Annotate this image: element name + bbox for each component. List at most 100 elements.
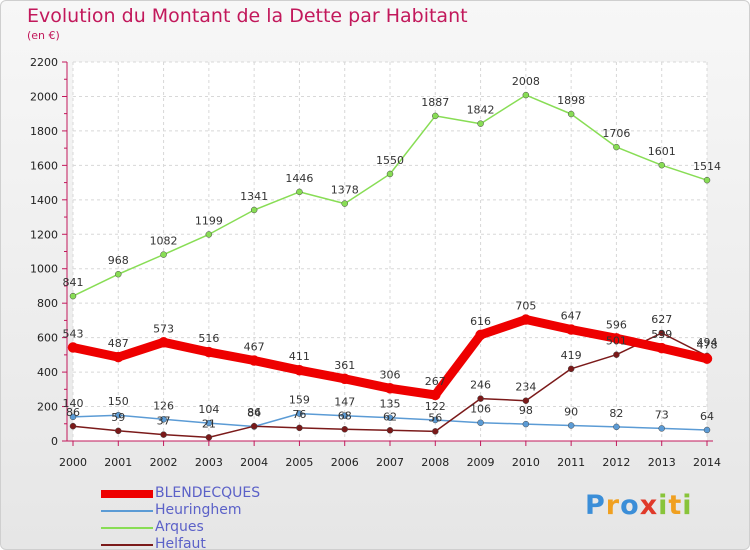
data-point [567, 110, 575, 118]
data-label: 159 [289, 394, 310, 407]
data-point [432, 416, 439, 424]
data-label: 64 [700, 410, 714, 423]
x-tick-label: 2006 [331, 456, 359, 469]
data-label: 126 [153, 399, 174, 412]
data-point [430, 389, 441, 401]
x-tick-label: 2004 [240, 456, 268, 469]
data-point [248, 355, 260, 366]
data-label: 76 [292, 408, 306, 421]
data-label: 267 [425, 375, 446, 388]
legend-swatch [101, 490, 153, 498]
data-label: 150 [108, 395, 129, 408]
data-label: 573 [153, 322, 174, 335]
data-point [703, 176, 711, 184]
data-point [294, 364, 305, 376]
data-point [115, 427, 122, 435]
legend-swatch [101, 527, 153, 529]
data-label: 59 [111, 411, 125, 424]
x-tick-label: 2011 [557, 456, 585, 469]
x-tick-label: 2007 [376, 456, 404, 469]
data-label: 1898 [557, 94, 585, 107]
data-label: 1842 [467, 104, 495, 117]
data-point [341, 200, 348, 207]
y-tick-label: 2200 [30, 56, 58, 69]
data-label: 968 [108, 254, 129, 267]
x-tick-label: 2009 [467, 456, 495, 469]
legend-swatch [101, 544, 153, 546]
data-label: 1341 [240, 190, 268, 203]
data-label: 1446 [285, 172, 313, 185]
data-label: 516 [198, 332, 219, 345]
legend-label: Heuringhem [155, 502, 242, 518]
data-point [613, 351, 620, 358]
y-tick-label: 1000 [30, 263, 58, 276]
x-tick-label: 2003 [195, 456, 223, 469]
data-point [658, 161, 665, 169]
data-label: 478 [697, 339, 718, 352]
data-point [703, 426, 711, 434]
y-tick-label: 0 [51, 435, 58, 448]
data-point [158, 337, 169, 348]
data-label: 62 [383, 410, 397, 423]
data-label: 841 [63, 276, 84, 289]
data-label: 2008 [512, 75, 540, 88]
data-point [386, 427, 394, 434]
data-point [567, 422, 575, 429]
data-label: 1082 [150, 235, 178, 248]
data-point [205, 434, 213, 441]
y-tick-label: 600 [37, 332, 58, 345]
x-tick-label: 2008 [421, 456, 449, 469]
y-tick-label: 800 [37, 297, 58, 310]
data-point [386, 170, 394, 178]
data-label: 467 [244, 341, 265, 354]
data-point [203, 346, 215, 358]
data-point [115, 270, 122, 278]
y-tick-label: 1200 [30, 228, 58, 241]
data-point [477, 419, 484, 426]
data-label: 21 [202, 417, 216, 430]
data-point [69, 292, 77, 300]
data-point [341, 412, 348, 419]
data-label: 82 [609, 407, 623, 420]
data-label: 361 [334, 359, 355, 372]
data-point [520, 314, 532, 325]
chart-unit: (en €) [27, 29, 60, 42]
legend-label: BLENDECQUES [155, 485, 261, 501]
x-tick-label: 2010 [512, 456, 540, 469]
data-label: 86 [247, 406, 261, 419]
data-point [522, 420, 530, 428]
data-label: 501 [606, 335, 627, 348]
data-label: 1887 [421, 96, 449, 109]
data-point [69, 413, 77, 421]
data-label: 104 [198, 403, 219, 416]
data-point [611, 333, 622, 344]
proxiti-logo: Proxiti [585, 490, 693, 521]
data-label: 106 [470, 403, 491, 416]
data-point [296, 410, 303, 417]
y-tick-label: 1400 [30, 194, 58, 207]
data-label: 1199 [195, 214, 223, 227]
data-label: 246 [470, 379, 491, 392]
data-point [701, 353, 713, 364]
data-point [384, 383, 396, 394]
chart-title: Evolution du Montant de la Dette par Hab… [27, 5, 468, 27]
data-label: 90 [564, 405, 578, 418]
data-label: 1706 [602, 127, 630, 140]
data-point [160, 251, 167, 258]
data-point [658, 329, 665, 337]
data-point [160, 431, 167, 438]
data-label: 1378 [331, 184, 359, 197]
data-label: 596 [606, 318, 627, 331]
y-tick-label: 1800 [30, 125, 58, 138]
data-label: 1514 [693, 160, 721, 173]
data-point [658, 425, 665, 432]
data-point [477, 395, 484, 402]
data-point [522, 397, 530, 404]
data-point [565, 324, 577, 335]
plot-area [73, 62, 707, 441]
x-tick-label: 2012 [602, 456, 630, 469]
data-label: 539 [651, 328, 672, 341]
data-point [113, 351, 124, 363]
